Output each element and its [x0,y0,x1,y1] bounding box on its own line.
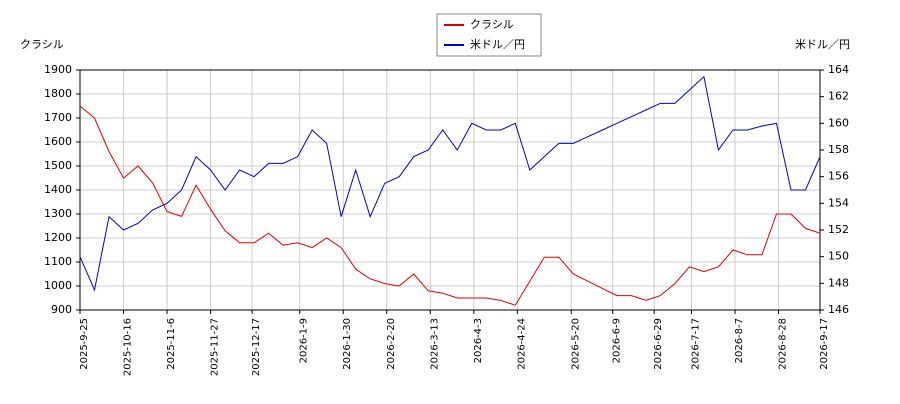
y2-tick-label: 146 [828,303,849,316]
y2-tick-label: 164 [828,63,849,76]
y-axis-label: クラシル [20,38,64,51]
x-tick-label: 2026-3-13 [429,318,440,370]
y2-tick-label: 162 [828,90,849,103]
x-tick-label: 2025-11-27 [210,318,221,376]
y-tick-label: 1600 [44,135,72,148]
y-tick-label: 1800 [44,87,72,100]
x-tick-label: 2026-7-17 [690,318,701,370]
y2-tick-label: 152 [828,223,849,236]
y-tick-label: 1300 [44,207,72,220]
x-tick-label: 2025-9-25 [79,318,90,370]
y2-axis-label: 米ドル／円 [795,38,850,51]
x-tick-label: 2026-8-7 [734,318,745,363]
plot-frame [79,69,821,311]
x-tick-label: 2026-1-30 [342,318,353,370]
y-tick-label: 900 [51,303,72,316]
y2-tick-label: 156 [828,170,849,183]
y-tick-label: 1200 [44,231,72,244]
y2-tick-label: 150 [828,250,849,263]
y2-tick-label: 158 [828,143,849,156]
y-tick-label: 1000 [44,279,72,292]
y2-tick-label: 154 [828,196,849,209]
x-tick-label: 2025-12-17 [251,318,262,376]
x-tick-label: 2026-6-29 [653,318,664,370]
legend-box [436,13,542,57]
x-tick-label: 2026-9-17 [819,318,830,370]
y-tick-label: 1400 [44,183,72,196]
y2-tick-label: 148 [828,276,849,289]
series-line [79,75,821,292]
x-tick-label: 2026-4-24 [516,318,527,370]
y-tick-label: 1100 [44,255,72,268]
legend-label: クラシル [470,18,514,31]
y-tick-label: 1500 [44,159,72,172]
x-tick-label: 2025-11-6 [166,318,177,370]
x-tick-label: 2026-2-20 [386,318,397,370]
x-tick-label: 2026-8-28 [778,318,789,370]
series-line [79,105,821,306]
y-tick-label: 1900 [44,63,72,76]
x-tick-label: 2026-5-20 [570,318,581,370]
x-tick-label: 2026-4-3 [473,318,484,363]
x-tick-label: 2026-1-9 [299,318,310,363]
legend-label: 米ドル／円 [470,38,525,51]
x-tick-label: 2026-6-9 [612,318,623,363]
y-tick-label: 1700 [44,111,72,124]
y2-tick-label: 160 [828,116,849,129]
x-tick-label: 2025-10-16 [123,318,134,376]
